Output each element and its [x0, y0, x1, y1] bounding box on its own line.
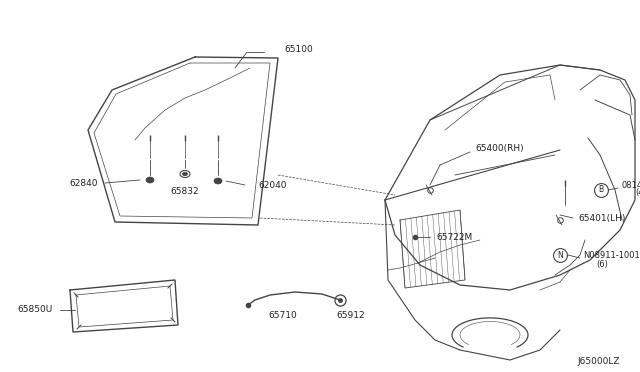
Text: 65100: 65100 [284, 45, 313, 54]
Ellipse shape [146, 177, 154, 183]
Text: 62040: 62040 [258, 180, 287, 189]
Text: (4): (4) [635, 189, 640, 198]
Text: 65722M: 65722M [436, 232, 472, 241]
Text: (6): (6) [596, 260, 608, 269]
Text: 65400(RH): 65400(RH) [475, 144, 524, 154]
Text: 65850U: 65850U [18, 305, 53, 314]
Text: B: B [598, 186, 604, 195]
Text: N08911-1001G: N08911-1001G [583, 250, 640, 260]
Text: 65912: 65912 [337, 311, 365, 321]
Text: 08146-B161G: 08146-B161G [622, 180, 640, 189]
Text: 65710: 65710 [269, 311, 298, 321]
Text: J65000LZ: J65000LZ [577, 357, 620, 366]
Text: 62840: 62840 [70, 179, 98, 187]
Text: N: N [557, 250, 563, 260]
Ellipse shape [182, 172, 188, 176]
Text: 65832: 65832 [171, 187, 199, 196]
Text: 65401(LH): 65401(LH) [578, 214, 625, 222]
Ellipse shape [214, 178, 222, 184]
